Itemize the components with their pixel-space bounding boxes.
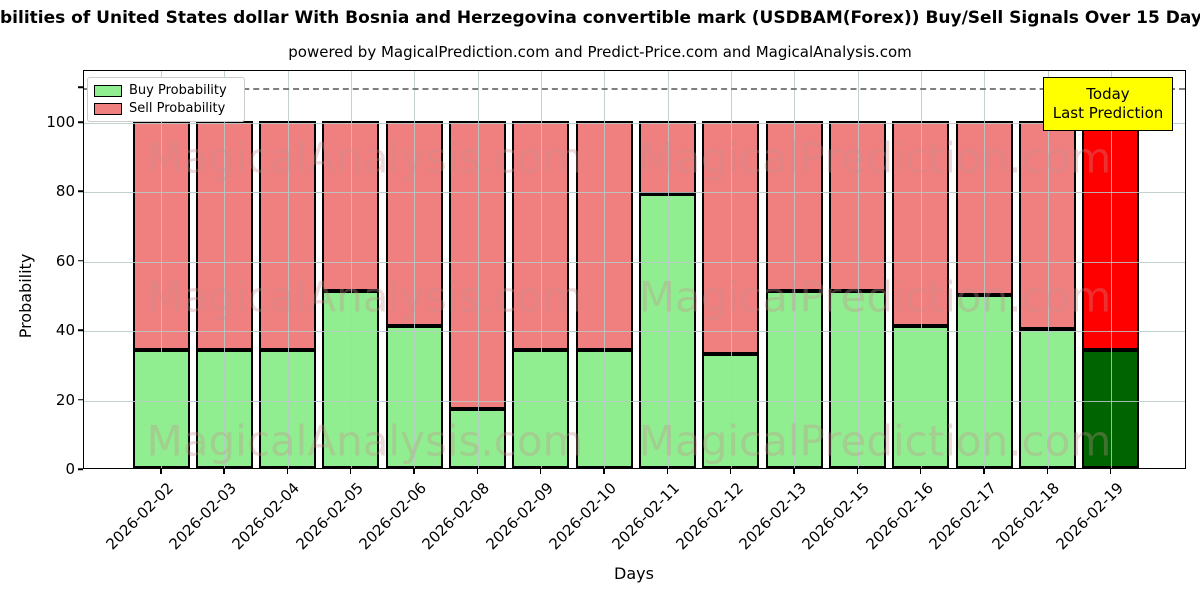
x-tick-label: 2026-02-16 <box>862 479 937 554</box>
h-gridline <box>84 261 1185 263</box>
x-tick-label: 2026-02-19 <box>1052 479 1127 554</box>
v-gridline <box>1110 71 1112 468</box>
y-tick-label: 40 <box>55 321 75 340</box>
v-gridline <box>920 71 922 468</box>
v-gridline <box>794 71 796 468</box>
v-gridline <box>984 71 986 468</box>
y-tick-label: 80 <box>55 182 75 201</box>
v-gridline <box>730 71 732 468</box>
x-tick-label: 2026-02-13 <box>735 479 811 554</box>
x-tick-label: 2026-02-15 <box>798 479 874 554</box>
x-tick-mark <box>983 469 985 474</box>
y-tick-mark <box>78 329 83 331</box>
x-tick-mark <box>1046 469 1049 474</box>
x-tick-label: 2026-02-18 <box>988 479 1064 554</box>
legend-sell-label: Sell Probability <box>129 101 226 116</box>
x-tick-label: 2026-02-05 <box>292 479 367 554</box>
x-tick-mark <box>160 469 162 474</box>
today-line2: Last Prediction <box>1052 104 1164 122</box>
x-tick-label: 2026-02-10 <box>545 479 621 554</box>
chart-subtitle-wrap: powered by MagicalPrediction.com and Pre… <box>0 42 1200 61</box>
h-gridline <box>84 123 1185 125</box>
v-gridline <box>350 71 352 468</box>
x-tick-mark <box>603 469 605 474</box>
x-tick-mark <box>349 469 352 474</box>
x-tick-mark <box>539 469 542 474</box>
today-annotation-box: Today Last Prediction <box>1043 77 1173 131</box>
v-gridline <box>161 71 162 468</box>
y-tick-label: 100 <box>46 113 75 132</box>
x-tick-mark <box>1109 469 1112 474</box>
legend-buy-label: Buy Probability <box>129 83 227 98</box>
x-tick-label: 2026-02-03 <box>165 479 241 554</box>
v-gridline <box>414 71 416 468</box>
x-tick-label: 2026-02-04 <box>229 479 304 554</box>
x-tick-mark <box>666 469 669 474</box>
h-gridline <box>84 331 1185 333</box>
x-tick-mark <box>856 469 859 474</box>
y-tick-label: 60 <box>55 251 75 270</box>
x-tick-label: 2026-02-11 <box>608 479 684 554</box>
chart-title-wrap: bilities of United States dollar With Bo… <box>0 8 1200 32</box>
v-gridline <box>604 71 606 468</box>
h-gridline <box>84 400 1185 402</box>
x-tick-label: 2026-02-08 <box>419 479 494 554</box>
v-gridline <box>857 71 859 468</box>
h-gridline <box>84 192 1185 194</box>
y-tick-label: 0 <box>65 460 75 478</box>
x-tick-mark <box>729 469 732 474</box>
x-tick-mark <box>476 469 479 474</box>
buy-swatch-icon <box>94 84 122 97</box>
today-line1: Today <box>1086 84 1130 103</box>
y-tick-label: 20 <box>55 390 75 409</box>
chart-title: bilities of United States dollar With Bo… <box>0 8 1200 28</box>
dashed-threshold-line <box>84 88 1185 91</box>
x-tick-label: 2026-02-06 <box>355 479 431 554</box>
x-tick-label: 2026-02-17 <box>925 479 1001 554</box>
v-gridline <box>287 71 289 468</box>
x-axis-label: Days <box>614 564 654 583</box>
y-tick-mark <box>78 190 83 193</box>
x-tick-mark <box>919 469 922 474</box>
y-tick-mark <box>78 398 83 401</box>
v-gridline <box>667 71 669 468</box>
x-tick-label: 2026-02-12 <box>672 479 747 554</box>
y-tick-mark-minor <box>78 86 83 89</box>
legend-item-sell: Sell Probability <box>94 101 238 116</box>
v-gridline <box>540 71 542 468</box>
y-tick-mark <box>78 260 83 262</box>
x-tick-mark <box>413 469 415 474</box>
y-tick-mark <box>78 468 83 470</box>
plot-area <box>83 70 1186 469</box>
y-tick-mark <box>78 121 83 123</box>
x-tick-label: 2026-02-09 <box>482 479 557 554</box>
legend: Buy Probability Sell Probability <box>87 77 245 122</box>
v-gridline <box>477 71 479 468</box>
x-tick-mark <box>223 469 225 474</box>
sell-swatch-icon <box>94 102 122 115</box>
chart-subtitle: powered by MagicalPrediction.com and Pre… <box>288 43 912 61</box>
v-gridline <box>224 71 226 468</box>
x-tick-label: 2026-02-02 <box>102 479 177 554</box>
y-axis-label: Probability <box>16 253 35 339</box>
legend-item-buy: Buy Probability <box>94 83 238 98</box>
v-gridline <box>1047 71 1049 468</box>
x-tick-mark <box>793 469 795 474</box>
x-tick-mark <box>286 469 289 474</box>
